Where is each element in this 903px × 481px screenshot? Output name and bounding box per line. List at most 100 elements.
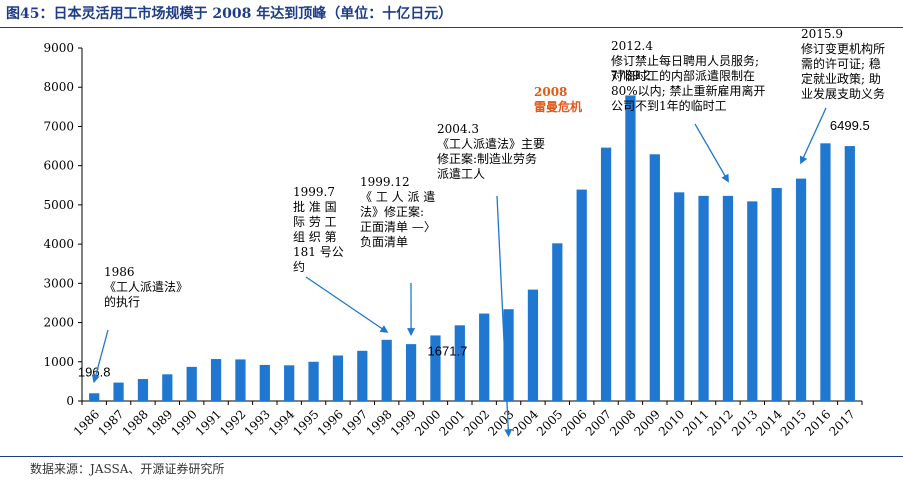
annotation-line: 的执行	[104, 294, 140, 309]
footer-divider	[0, 456, 903, 457]
x-tick-label: 1996	[315, 407, 346, 438]
x-tick-label: 1986	[71, 407, 102, 438]
x-tick-label: 1987	[95, 407, 126, 438]
bar-1987	[113, 382, 124, 401]
annotation-line: 派遣工人	[437, 166, 485, 181]
y-tick-label: 4000	[43, 237, 74, 251]
bar-2004	[527, 289, 539, 401]
x-tick-label: 1992	[217, 407, 248, 438]
chart-data-labels: 196.8 1671.7 7789.2 6499.5	[78, 67, 870, 379]
annotation-line: 雷曼危机	[534, 99, 582, 114]
x-tick-label: 1991	[193, 407, 224, 438]
annotation-line: 公司不到1年的临时工	[611, 98, 727, 113]
annotation-line: 2015.9	[801, 27, 843, 41]
bar-2010	[674, 192, 685, 401]
annotation-line: 组 织 第	[293, 230, 337, 244]
x-tick-label: 2003	[485, 407, 516, 438]
annotation-line: 需的许可证; 稳	[801, 56, 881, 71]
x-tick-label: 1988	[120, 407, 151, 438]
bar-1997	[357, 350, 368, 401]
x-tick-label: 2010	[656, 407, 687, 438]
bar-chart: 0 1000 2000 3000 4000 5000 6000 7000 8000 9000 198…	[43, 27, 885, 439]
annotation-line: 修正案:制造业劳务	[437, 151, 537, 166]
x-tick-label: 2007	[583, 407, 614, 438]
bar-1990	[186, 366, 197, 401]
annotation-arrow	[305, 276, 389, 333]
annotation-line: 修订变更机构所	[801, 41, 885, 56]
annotation-line: 《工人派遣法》主要	[437, 136, 545, 151]
x-tick-label: 2008	[607, 407, 638, 438]
x-tick-label: 2000	[412, 407, 443, 438]
y-tick-label: 6000	[43, 159, 74, 173]
annotation-line: 181 号公	[293, 245, 344, 259]
bar-1998	[381, 339, 392, 401]
annotation-line: 2008	[534, 85, 567, 99]
bar-2011	[698, 195, 709, 401]
y-tick-label: 0	[66, 394, 74, 408]
bar-1992	[235, 359, 246, 401]
annotation-line: 2004.3	[437, 122, 479, 136]
annotation-line: 1986	[104, 265, 135, 279]
annotation-line: 1999.7	[293, 185, 335, 199]
x-tick-label: 1990	[168, 407, 199, 438]
annotation-arrow	[496, 195, 513, 438]
annotation-line: 负面清单	[360, 235, 408, 249]
x-tick-label: 2012	[705, 407, 736, 438]
x-tick-label: 2001	[436, 407, 467, 438]
bar-2000	[430, 335, 441, 401]
bar-1994	[284, 365, 295, 401]
annotation-line: 《 工 人 派 遣	[360, 189, 435, 204]
x-tick-label: 2015	[778, 407, 809, 438]
x-tick-label: 2004	[510, 407, 542, 439]
bar-2017	[844, 146, 855, 401]
bar-1999	[405, 344, 417, 401]
annotation-line: 对临时工的内部派遣限制在	[611, 68, 755, 83]
annotation-line: 正面清单 —〉	[360, 220, 436, 234]
x-tick-label: 2017	[826, 407, 857, 438]
y-tick-label: 3000	[43, 276, 74, 290]
annotation-line: 《工人派遣法》	[104, 279, 188, 294]
bar-2008	[625, 95, 636, 401]
chart-bars	[89, 95, 855, 401]
bar-2012	[722, 195, 734, 401]
annotation-1986: 1986《工人派遣法》的执行	[104, 265, 188, 309]
bar-2006	[576, 189, 587, 401]
bar-2016	[820, 143, 831, 401]
x-tick-label: 2009	[631, 407, 662, 438]
bar-2007	[600, 147, 612, 401]
annotation-arrow	[91, 329, 109, 384]
bar-1995	[308, 361, 319, 401]
figure-title: 图45：日本灵活用工市场规模于 2008 年达到顶峰（单位：十亿日元）	[6, 6, 453, 22]
y-tick-label: 1000	[43, 355, 74, 369]
annotation-line: 业发展支助义务	[801, 86, 885, 101]
annotation-arrow	[694, 123, 729, 183]
annotation-line: 批 准 国	[293, 199, 337, 214]
annotation-line: 1999.12	[360, 175, 410, 189]
bar-1989	[162, 374, 173, 401]
x-tick-label: 2016	[802, 407, 833, 438]
x-tick-label: 2013	[729, 407, 760, 438]
x-tick-label: 1995	[290, 407, 321, 438]
bar-1988	[137, 379, 149, 401]
data-label-2008: 7789.2	[611, 67, 651, 82]
bar-1991	[210, 359, 222, 401]
bar-2014	[771, 188, 782, 401]
x-tick-label: 1993	[241, 407, 272, 438]
bar-2003	[503, 309, 514, 401]
x-tick-label: 2011	[680, 407, 711, 438]
data-label-2017: 6499.5	[830, 118, 870, 133]
y-tick-label: 5000	[43, 198, 74, 212]
y-tick-label: 7000	[43, 119, 74, 133]
x-tick-label: 1998	[363, 407, 394, 438]
y-tick-label: 8000	[43, 80, 74, 94]
title-divider	[0, 27, 903, 28]
annotation-line: 2012.4	[611, 39, 653, 53]
bar-1993	[259, 364, 270, 401]
x-tick-label: 1999	[388, 407, 419, 438]
y-tick-label: 2000	[43, 316, 74, 330]
annotation-line: 法》修正案:	[360, 204, 424, 219]
bar-2013	[747, 201, 758, 401]
